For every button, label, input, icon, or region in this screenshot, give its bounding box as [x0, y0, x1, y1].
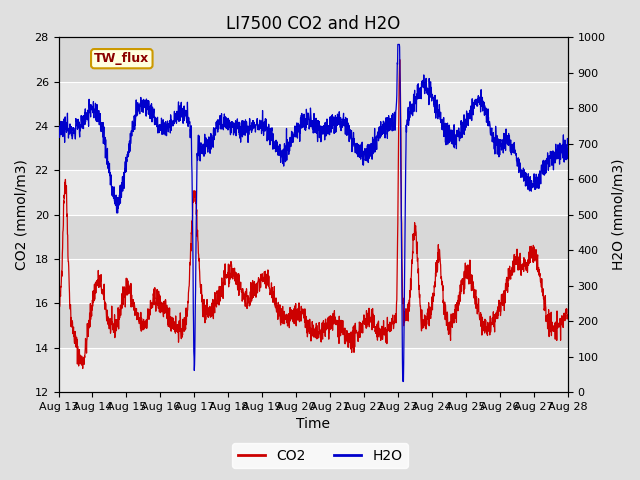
Title: LI7500 CO2 and H2O: LI7500 CO2 and H2O [226, 15, 400, 33]
X-axis label: Time: Time [296, 418, 330, 432]
Bar [58, 348, 568, 392]
Bar [58, 82, 568, 126]
Bar [58, 170, 568, 215]
Bar [58, 259, 568, 303]
Bar [58, 303, 568, 348]
Y-axis label: H2O (mmol/m3): H2O (mmol/m3) [611, 159, 625, 270]
Legend: CO2, H2O: CO2, H2O [232, 443, 408, 468]
Text: TW_flux: TW_flux [94, 52, 149, 65]
Bar [58, 37, 568, 82]
Y-axis label: CO2 (mmol/m3): CO2 (mmol/m3) [15, 159, 29, 270]
Bar [58, 126, 568, 170]
Bar [58, 215, 568, 259]
